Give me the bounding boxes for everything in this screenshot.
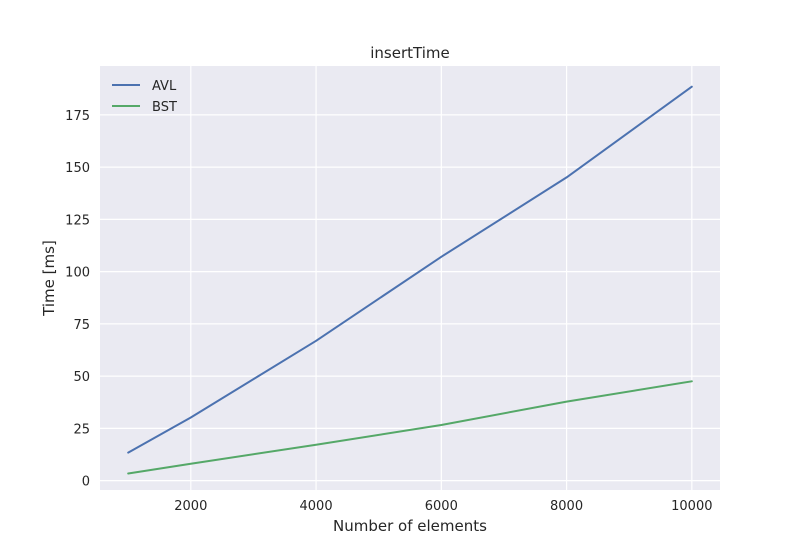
x-axis-label: Number of elements <box>333 517 487 535</box>
x-tick-label: 4000 <box>300 499 333 514</box>
legend: AVL BST <box>112 79 177 115</box>
series-line-avl <box>127 85 693 454</box>
y-tick-label: 0 <box>82 475 90 490</box>
x-tick-label: 8000 <box>550 499 583 514</box>
chart-title: insertTime <box>370 44 449 62</box>
legend-label-avl: AVL <box>152 79 177 94</box>
series-lines <box>127 85 693 475</box>
x-tick-label: 6000 <box>425 499 458 514</box>
y-tick-label: 75 <box>73 318 90 333</box>
y-tick-label: 150 <box>65 161 90 176</box>
y-tick-label: 25 <box>73 422 90 437</box>
y-axis-label: Time [ms] <box>40 240 58 317</box>
tick-labels: 2000 4000 6000 8000 10000 0 25 50 75 100 125 150 175 <box>65 109 712 514</box>
y-tick-label: 50 <box>73 370 90 385</box>
series-line-bst <box>127 380 693 475</box>
x-tick-label: 2000 <box>174 499 207 514</box>
gridlines <box>100 66 720 490</box>
x-tick-label: 10000 <box>671 499 712 514</box>
y-tick-label: 100 <box>65 266 90 281</box>
legend-label-bst: BST <box>152 100 177 115</box>
y-tick-label: 175 <box>65 109 90 124</box>
y-tick-label: 125 <box>65 213 90 228</box>
